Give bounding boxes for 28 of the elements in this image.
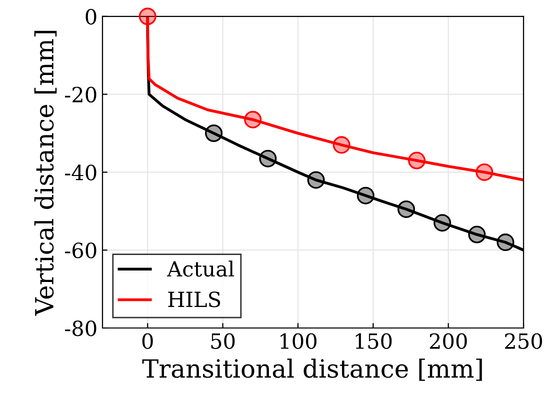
x-tick-label: 0	[142, 333, 153, 349]
point	[205, 124, 223, 142]
point	[397, 200, 415, 218]
x-tick-label: 100	[280, 333, 316, 349]
x-tick-label: 200	[430, 333, 467, 349]
y-tick-label: 0	[86, 8, 96, 25]
y-axis-title: Vertical distance [mm]	[34, 30, 57, 316]
point	[307, 171, 325, 189]
point	[476, 163, 494, 181]
point	[244, 110, 262, 128]
x-tick-label: 50	[211, 333, 235, 349]
legend-label: HILS	[168, 292, 220, 308]
point	[468, 226, 486, 244]
y-tick-label: -80	[64, 320, 96, 336]
point	[356, 186, 374, 204]
point	[138, 8, 156, 26]
point	[496, 234, 514, 252]
x-tick-label: 250	[505, 333, 542, 349]
x-tick-label: 150	[356, 333, 392, 349]
point	[332, 136, 350, 154]
y-tick-label: -20	[64, 86, 96, 103]
point	[434, 214, 452, 232]
point	[408, 152, 426, 170]
y-tick-label: -60	[64, 242, 96, 258]
y-tick-label: -40	[64, 164, 96, 180]
legend-label: Actual	[166, 260, 234, 277]
x-axis-title: Transitional distance [mm]	[142, 358, 482, 381]
point	[259, 150, 277, 168]
